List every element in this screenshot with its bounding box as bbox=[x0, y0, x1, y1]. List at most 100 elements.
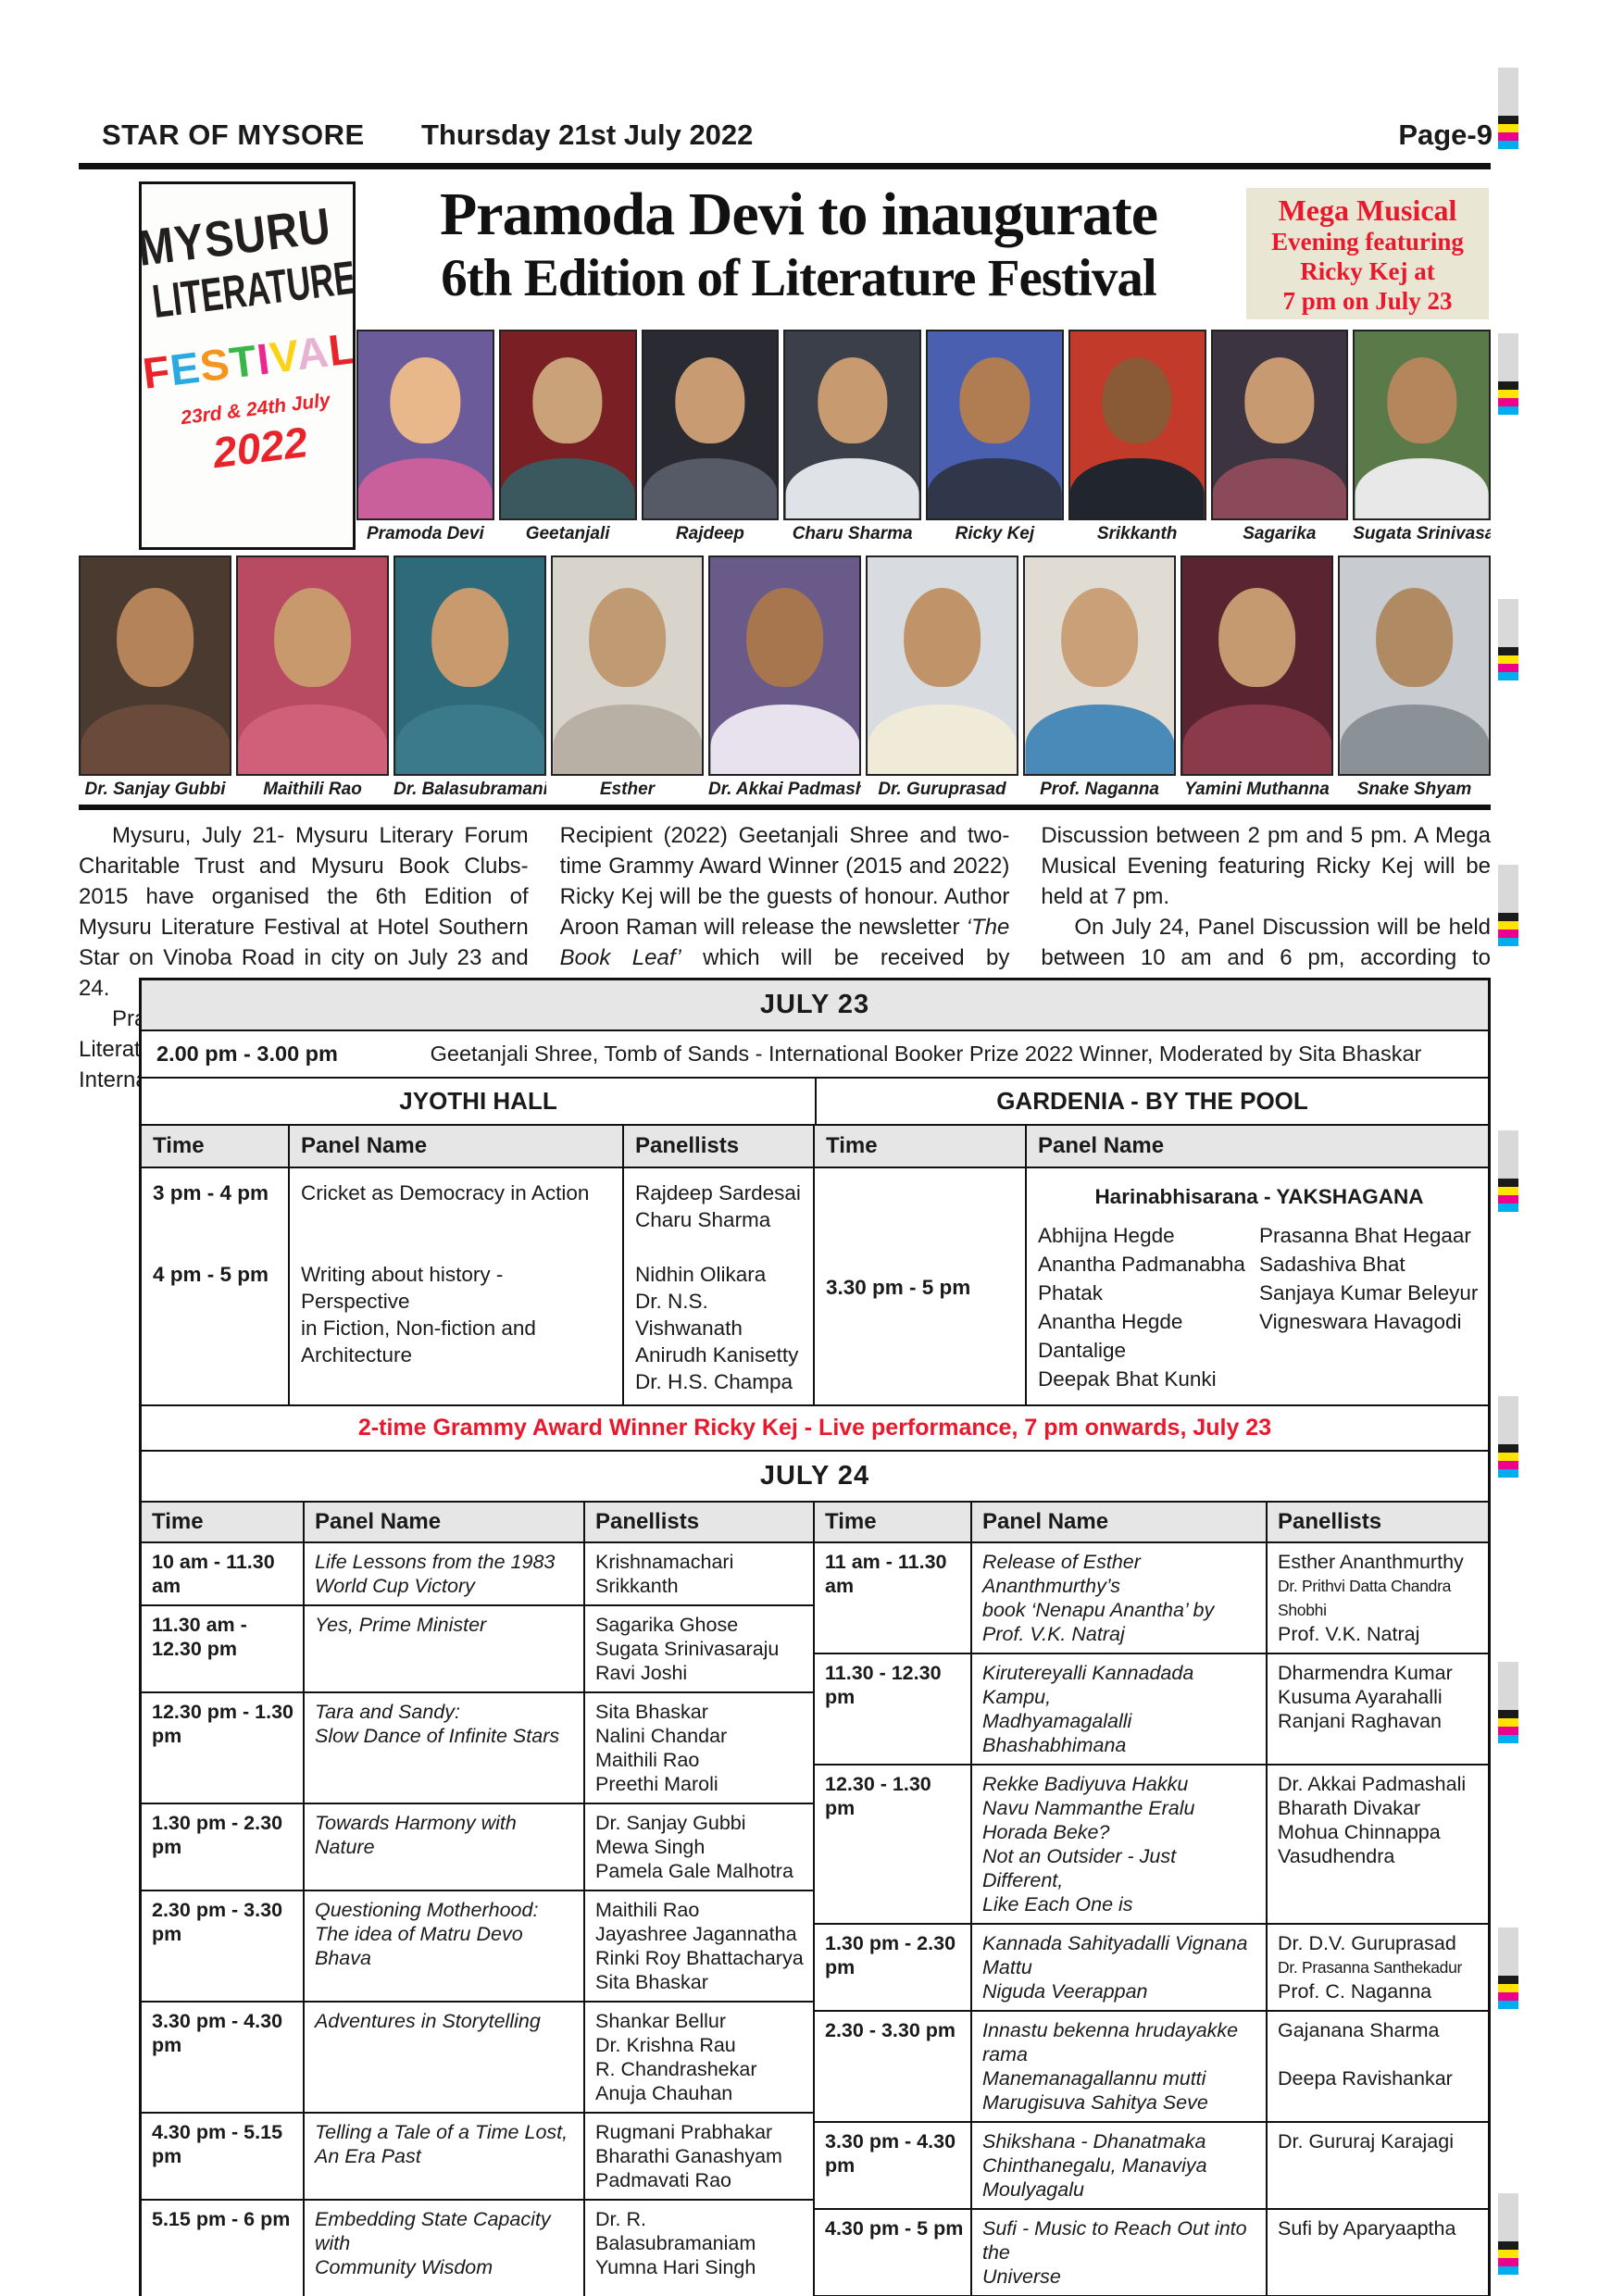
panellists: Rugmani Prabhakar Bharathi Ganashyam Padma… bbox=[585, 2114, 813, 2199]
photo-caption: Dr. Guruprasad bbox=[878, 780, 1006, 799]
guest-photo-row-2: Dr. Sanjay Gubbi Maithili Rao Dr. Balasubr… bbox=[79, 555, 1491, 800]
print-color-bar-segment bbox=[1498, 938, 1518, 946]
column-header: Panellists bbox=[1268, 1503, 1488, 1541]
column-header: Time bbox=[142, 1503, 305, 1541]
masthead-brand: STAR OF MYSORE bbox=[102, 119, 365, 151]
print-color-bar-segment bbox=[1498, 68, 1518, 116]
column-header: Time bbox=[142, 1126, 290, 1167]
yakshagana-names-col2: Prasanna Bhat Hegaar Sadashiva Bhat Sanjay… bbox=[1259, 1221, 1480, 1393]
session-time: 2.30 pm - 3.30 pm bbox=[142, 1891, 305, 2001]
panellist-name: Dr. D.V. Guruprasad bbox=[1278, 1932, 1456, 1954]
panellists: Dr. R. Balasubramaniam Yumna Hari Singh bbox=[585, 2201, 813, 2296]
photo-caption: Snake Shyam bbox=[1356, 780, 1472, 799]
table-row: 4.30 pm - 5 pm Sufi - Music to Reach Out … bbox=[815, 2210, 1488, 2296]
print-color-bar-segment bbox=[1498, 1461, 1518, 1469]
yakshagana-name: Vigneswara Havagodi bbox=[1259, 1310, 1462, 1333]
print-color-bar-segment bbox=[1498, 913, 1518, 921]
print-color-bar bbox=[1498, 0, 1518, 2296]
panel-name: Release of Esther Ananthmurthy’s book ‘Ne… bbox=[972, 1543, 1268, 1653]
photo-caption: Prof. Naganna bbox=[1040, 780, 1159, 799]
panellist-name: Bharathi Ganashyam bbox=[595, 2145, 782, 2167]
photo-caption: Maithili Rao bbox=[263, 780, 362, 799]
session-time: 3.30 pm - 4.30 pm bbox=[142, 2003, 305, 2112]
panellists: Maithili Rao Jayashree Jagannatha Rinki Ro… bbox=[585, 1891, 813, 2001]
festival-logo: MYSURU LITERATURE FESTIVAL 23rd & 24th J… bbox=[139, 181, 356, 550]
guest-photo-row-1: Pramoda Devi Geetanjali Rajdeep Charu Sharm… bbox=[356, 330, 1491, 544]
panellist-name: Dr. N.S. Vishwanath bbox=[635, 1290, 743, 1340]
print-color-bar-segment bbox=[1498, 1396, 1518, 1444]
column-header: Panel Name bbox=[305, 1503, 585, 1541]
july23-panels: Cricket as Democracy in Action Writing ab… bbox=[290, 1168, 624, 1404]
panellists: Dr. D.V. Guruprasad Dr. Prasanna Santheka… bbox=[1268, 1925, 1488, 2010]
panel-name: Life Lessons from the 1983 World Cup Vict… bbox=[305, 1543, 585, 1604]
print-color-bar-segment bbox=[1498, 1444, 1518, 1453]
panel-name: Writing about history - Perspective in Fi… bbox=[301, 1261, 615, 1368]
print-color-bar-segment bbox=[1498, 599, 1518, 647]
panellist-name: Anuja Chauhan bbox=[595, 2082, 733, 2104]
photo-caption: Srikkanth bbox=[1096, 524, 1178, 543]
yakshagana-name: Sadashiva Bhat bbox=[1259, 1253, 1405, 1276]
guest-photo: Yamini Muthanna bbox=[1181, 555, 1333, 800]
panellist-name: Krishnamachari Srikkanth bbox=[595, 1551, 734, 1597]
panel-line: Slow Dance of Infinite Stars bbox=[315, 1725, 560, 1747]
table-row: 1.30 pm - 2.30 pm Kannada Sahityadalli Vi… bbox=[815, 1925, 1488, 2012]
print-color-bar-segment bbox=[1498, 141, 1518, 149]
panel-name: Towards Harmony with Nature bbox=[305, 1804, 585, 1890]
panellist-name: Pamela Gale Malhotra bbox=[595, 1860, 793, 1882]
portrait-photo bbox=[1181, 555, 1333, 776]
headline-line1: Pramoda Devi to inaugurate bbox=[439, 181, 1158, 248]
print-color-bar-segment bbox=[1498, 1710, 1518, 1718]
page-number: Page-9 bbox=[1398, 119, 1493, 151]
panellists: Sita Bhaskar Nalini Chandar Maithili Rao Pr… bbox=[585, 1693, 813, 1803]
print-color-bar-segment bbox=[1498, 2258, 1518, 2266]
july23-column-headers: Time Panel Name Panellists Time Panel Name bbox=[142, 1126, 1488, 1168]
logo-word-festival: FESTIVAL bbox=[142, 321, 353, 399]
panel-line: The idea of Matru Devo Bhava bbox=[315, 1923, 523, 1969]
column-header: Panel Name bbox=[972, 1503, 1268, 1541]
panellist-name: Dr. R. Balasubramaniam bbox=[595, 2208, 756, 2254]
july23-times: 3 pm - 4 pm 4 pm - 5 pm bbox=[142, 1168, 290, 1404]
print-color-bar-segment bbox=[1498, 406, 1518, 415]
print-color-bar-segment bbox=[1498, 1204, 1518, 1212]
panellists: Dharmendra Kumar Kusuma Ayarahalli Ranjani… bbox=[1268, 1654, 1488, 1764]
panel-name: Sufi - Music to Reach Out into the Univer… bbox=[972, 2210, 1268, 2295]
panel-line: Chinthanegalu, Manaviya Moulyagalu bbox=[982, 2154, 1207, 2201]
panel-name: Telling a Tale of a Time Lost, An Era Pas… bbox=[305, 2114, 585, 2199]
promo-line: 7 pm on July 23 bbox=[1282, 287, 1453, 315]
panellist-name: Jayashree Jagannatha bbox=[595, 1923, 797, 1945]
panellist-name: Mohua Chinnappa bbox=[1278, 1821, 1441, 1843]
print-color-bar-segment bbox=[1498, 1718, 1518, 1727]
keynote-row: 2.00 pm - 3.00 pm Geetanjali Shree, Tomb… bbox=[142, 1031, 1488, 1079]
july23-body: 3 pm - 4 pm 4 pm - 5 pm Cricket as Democr… bbox=[142, 1168, 1488, 1406]
panel-name: Adventures in Storytelling bbox=[305, 2003, 585, 2112]
print-color-bar-segment bbox=[1498, 1187, 1518, 1195]
panel-line: Cricket as Democracy in Action bbox=[301, 1181, 590, 1204]
print-color-bar-segment bbox=[1498, 1984, 1518, 1992]
panellist-name: Dr. Akkai Padmashali bbox=[1278, 1773, 1467, 1795]
venue-gardenia: GARDENIA - BY THE POOL bbox=[815, 1079, 1488, 1124]
table-row: 10 am - 11.30 am Life Lessons from the 19… bbox=[142, 1543, 813, 1606]
yakshagana-name: Prasanna Bhat Hegaar bbox=[1259, 1224, 1471, 1247]
panellists: Esther Ananthmurthy Dr. Prithvi Datta Cha… bbox=[1268, 1543, 1488, 1653]
print-color-bar-segment bbox=[1498, 124, 1518, 132]
masthead-rule bbox=[79, 163, 1491, 169]
table-row: 11 am - 11.30 am Release of Esther Ananth… bbox=[815, 1543, 1488, 1654]
panel-line: Embedding State Capacity with bbox=[315, 2208, 551, 2254]
column-header: Panel Name bbox=[290, 1126, 624, 1167]
table-row: 2.30 - 3.30 pm Innastu bekenna hrudayakke… bbox=[815, 2012, 1488, 2123]
panellist-name: Ravi Joshi bbox=[595, 1662, 688, 1684]
guest-photo: Ricky Kej bbox=[926, 330, 1064, 544]
panel-line: Innastu bekenna hrudayakke rama bbox=[982, 2019, 1239, 2065]
panellist-name: Nalini Chandar bbox=[595, 1725, 728, 1747]
guest-photo: Dr. Akkai Padmashali bbox=[708, 555, 861, 800]
table-header-row: Time Panel Name Panellists bbox=[142, 1503, 813, 1543]
photo-caption: Dr. Balasubramaniam bbox=[394, 780, 546, 799]
guest-photo: Dr. Guruprasad bbox=[866, 555, 1018, 800]
portrait-photo bbox=[641, 330, 780, 520]
column-header: Time bbox=[815, 1126, 1027, 1167]
session-time: 1.30 pm - 2.30 pm bbox=[142, 1804, 305, 1890]
ricky-kej-banner: 2-time Grammy Award Winner Ricky Kej - L… bbox=[142, 1406, 1488, 1452]
portrait-photo bbox=[498, 330, 637, 520]
panellist-name: Mewa Singh bbox=[595, 1836, 706, 1858]
panellists: Dr. Sanjay Gubbi Mewa Singh Pamela Gale Ma… bbox=[585, 1804, 813, 1890]
